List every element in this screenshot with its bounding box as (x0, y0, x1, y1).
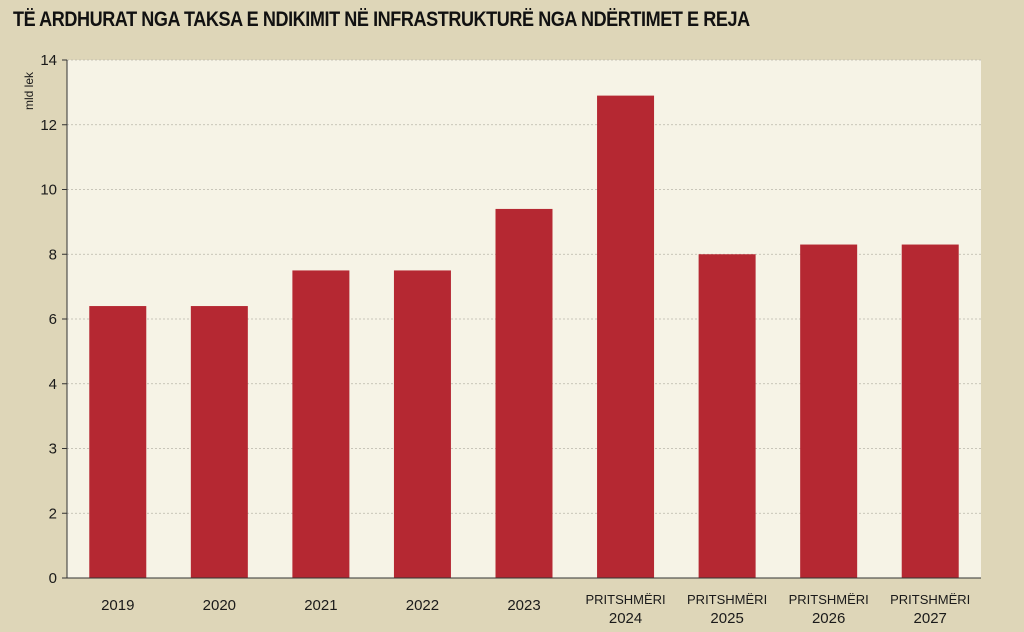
y-tick-label: 3 (49, 441, 57, 458)
y-tick-label: 2 (49, 505, 57, 522)
labels: 0 2 3 4 6 8 10 12 14 2019 2020 2021 2022 2023 PRITSHMË… (40, 52, 970, 627)
x-tick-label: PRITSHMËRI (585, 592, 665, 607)
bar (901, 244, 959, 578)
x-tick-label: 2023 (507, 597, 540, 614)
bar (190, 306, 248, 578)
x-tick-label: 2022 (406, 597, 439, 614)
bar (292, 270, 350, 578)
x-tick-label: 2020 (203, 597, 236, 614)
y-tick-label: 10 (40, 182, 57, 199)
x-tick-label: PRITSHMËRI (890, 592, 970, 607)
y-tick-label: 6 (49, 311, 57, 328)
y-tick-label: 4 (49, 376, 57, 393)
x-tick-label: 2021 (304, 597, 337, 614)
x-tick-label: 2019 (101, 597, 134, 614)
bars (89, 95, 959, 579)
y-tick-label: 14 (40, 52, 57, 69)
y-tick-label: 8 (49, 246, 57, 263)
x-tick-label: PRITSHMËRI (789, 592, 869, 607)
y-axis-title: mld lek (22, 71, 36, 110)
bar (800, 244, 858, 578)
x-tick-label: 2026 (812, 610, 845, 627)
y-tick-label: 0 (49, 570, 57, 587)
bar (698, 254, 756, 578)
x-tick-label: PRITSHMËRI (687, 592, 767, 607)
x-tick-label: 2024 (609, 610, 642, 627)
x-tick-label: 2025 (710, 610, 743, 627)
axes (62, 59, 981, 579)
bar (89, 306, 147, 578)
bar (393, 270, 451, 578)
bar (597, 95, 655, 579)
chart-title: TË ARDHURAT NGA TAKSA E NDIKIMIT NË INFR… (13, 8, 750, 31)
bar (495, 208, 553, 579)
x-tick-label: 2027 (914, 610, 947, 627)
y-tick-label: 12 (40, 117, 57, 134)
